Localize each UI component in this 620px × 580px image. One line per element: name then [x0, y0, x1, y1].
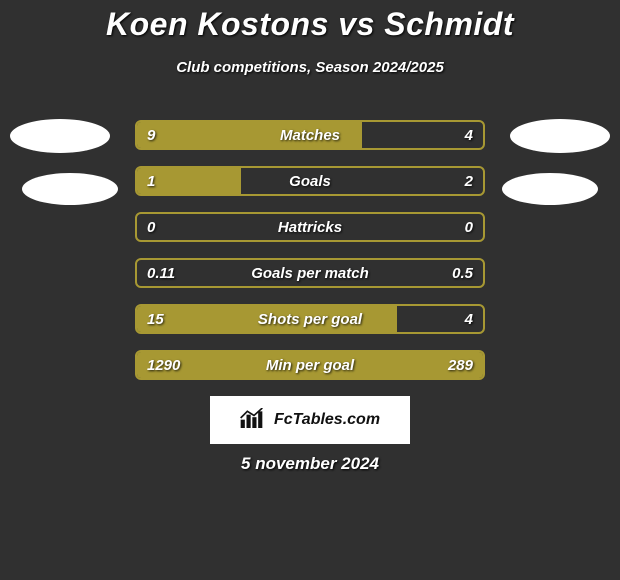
stat-row: 1290289Min per goal — [135, 350, 485, 380]
stat-row: 154Shots per goal — [135, 304, 485, 334]
branding-text: FcTables.com — [274, 411, 380, 429]
comparison-panel: Koen Kostons vs Schmidt Club competition… — [0, 0, 620, 580]
subtitle: Club competitions, Season 2024/2025 — [0, 59, 620, 76]
stat-label: Min per goal — [137, 352, 483, 378]
stat-row: 12Goals — [135, 166, 485, 196]
player-left-oval-2 — [22, 173, 118, 205]
player-left-oval-1 — [10, 119, 110, 153]
branding-badge: FcTables.com — [210, 396, 410, 444]
stat-label: Goals — [137, 168, 483, 194]
player-right-oval-2 — [502, 173, 598, 205]
stat-bars: 94Matches 12Goals 00Hattricks 0.110.5Goals … — [135, 120, 485, 396]
stat-row: 94Matches — [135, 120, 485, 150]
player-right-oval-1 — [510, 119, 610, 153]
stat-row: 0.110.5Goals per match — [135, 258, 485, 288]
page-title: Koen Kostons vs Schmidt — [0, 0, 620, 43]
stat-label: Goals per match — [137, 260, 483, 286]
date-text: 5 november 2024 — [0, 454, 620, 474]
stat-row: 00Hattricks — [135, 212, 485, 242]
stat-label: Shots per goal — [137, 306, 483, 332]
stat-label: Matches — [137, 122, 483, 148]
chart-icon — [240, 408, 268, 433]
stat-label: Hattricks — [137, 214, 483, 240]
